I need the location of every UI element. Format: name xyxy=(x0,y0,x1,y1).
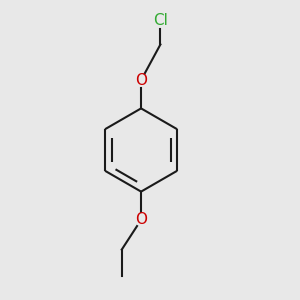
Text: Cl: Cl xyxy=(153,13,168,28)
Text: O: O xyxy=(135,73,147,88)
Text: O: O xyxy=(135,212,147,227)
